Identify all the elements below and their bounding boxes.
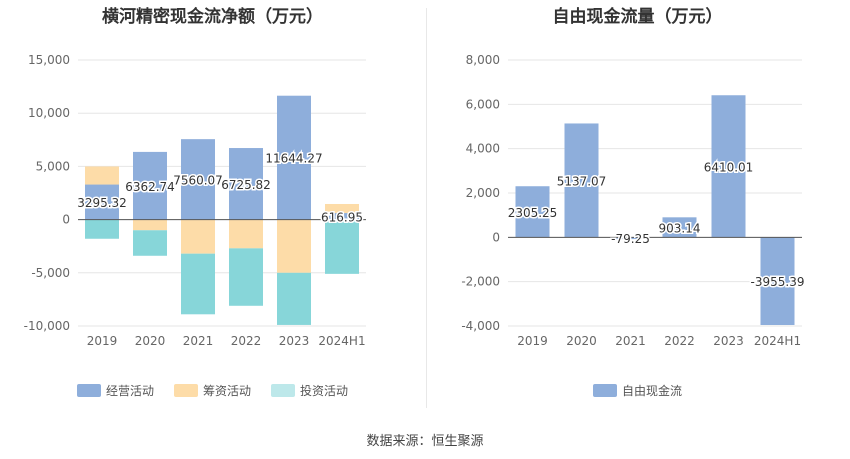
data-label: 3295.32 <box>77 196 127 210</box>
legend-item[interactable]: 投资活动 <box>271 382 348 399</box>
bar-primary <box>760 237 795 326</box>
data-label: 2305.25 <box>508 206 558 220</box>
x-tick-label: 2024H1 <box>754 334 801 348</box>
bar-investing <box>181 253 215 315</box>
x-tick-label: 2023 <box>713 334 744 348</box>
net-cashflow-panel: 横河精密现金流净额（万元） -10,000 -5,000 0 5,000 10,000 1… <box>0 0 425 410</box>
bar-primary <box>564 123 599 238</box>
panel-divider <box>426 8 427 408</box>
bar-primary <box>325 213 359 220</box>
bar-primary <box>515 186 550 238</box>
y-tick-label: 0 <box>62 213 70 227</box>
bar-financing <box>181 219 215 254</box>
data-label: 7560.07 <box>173 173 223 187</box>
net-cashflow-title: 横河精密现金流净额（万元） <box>102 7 323 27</box>
data-label: 616.95 <box>321 210 363 224</box>
x-tick-label: 2024H1 <box>318 334 365 348</box>
y-tick-label: 8,000 <box>466 53 500 67</box>
legend-label: 筹资活动 <box>202 384 251 398</box>
legend-item[interactable]: 筹资活动 <box>173 382 251 399</box>
y-tick-label: -4,000 <box>461 319 500 333</box>
y-tick-label: 10,000 <box>28 106 70 120</box>
legend-swatch <box>173 384 198 397</box>
data-label: 6362.74 <box>125 180 175 194</box>
x-tick-label: 2020 <box>566 334 597 348</box>
free-cashflow-panel: 自由现金流量（万元） -4,000 -2,000 0 2,000 4,000 6,000 8… <box>425 0 850 410</box>
legend-swatch <box>76 384 101 397</box>
bar-primary <box>133 151 167 220</box>
bar-primary <box>613 237 648 240</box>
y-tick-label: 6,000 <box>466 97 500 111</box>
x-tick-label: 2022 <box>664 334 695 348</box>
bar-primary <box>662 217 697 238</box>
data-source-note: 数据来源：恒生聚源 <box>366 434 484 449</box>
bar-primary <box>85 184 119 220</box>
y-tick-label: 5,000 <box>36 159 70 173</box>
legend-label: 投资活动 <box>300 384 349 398</box>
bar-financing <box>85 166 119 185</box>
x-tick-label: 2021 <box>615 334 646 348</box>
free-cashflow-title: 自由现金流量（万元） <box>552 7 723 27</box>
bar-financing <box>277 219 311 273</box>
x-tick-label: 2019 <box>517 334 548 348</box>
bar-primary <box>181 139 215 220</box>
y-tick-label: -5,000 <box>31 266 70 280</box>
y-tick-label: -2,000 <box>461 275 500 289</box>
net-cashflow-legend: 经营活动 筹资活动 投资活动 <box>0 382 425 399</box>
bar-investing <box>325 219 359 274</box>
data-label: -3955.39 <box>751 275 805 289</box>
bar-primary <box>277 95 311 220</box>
y-tick-label: 15,000 <box>28 53 70 67</box>
net-cashflow-chart: -10,000 -5,000 0 5,000 10,000 15,000 2019 2020 2… <box>24 53 366 348</box>
data-label: 6410.01 <box>704 160 754 174</box>
bar-primary <box>229 148 263 220</box>
x-tick-label: 2019 <box>87 334 118 348</box>
free-cashflow-chart: -4,000 -2,000 0 2,000 4,000 6,000 8,000 2019 202… <box>461 53 806 348</box>
y-tick-label: 2,000 <box>466 186 500 200</box>
free-cashflow-legend: 自由现金流 <box>425 382 850 399</box>
x-tick-label: 2021 <box>183 334 214 348</box>
data-label: 11644.27 <box>265 152 322 166</box>
bar-investing <box>133 230 167 256</box>
data-label: 6725.82 <box>221 178 271 192</box>
x-tick-label: 2022 <box>231 334 262 348</box>
legend-label: 经营活动 <box>105 384 154 398</box>
y-tick-label: 0 <box>492 230 500 244</box>
y-tick-label: 4,000 <box>466 142 500 156</box>
data-label: -79.25 <box>611 232 650 246</box>
x-tick-label: 2020 <box>135 334 166 348</box>
bar-financing <box>325 203 359 214</box>
bar-investing <box>229 248 263 306</box>
legend-swatch <box>271 384 295 397</box>
legend-item[interactable]: 经营活动 <box>76 382 154 399</box>
y-tick-label: -10,000 <box>24 319 70 333</box>
data-label: 903.14 <box>659 221 701 235</box>
bar-financing <box>133 219 167 231</box>
bar-financing <box>229 219 263 249</box>
x-tick-label: 2023 <box>279 334 310 348</box>
legend-label: 自由现金流 <box>621 384 682 398</box>
legend-swatch <box>592 384 617 397</box>
data-label: 5137.07 <box>557 174 607 188</box>
bar-primary <box>711 95 746 238</box>
bar-investing <box>85 219 119 239</box>
legend-item[interactable]: 自由现金流 <box>592 382 682 399</box>
bar-investing <box>277 272 311 325</box>
